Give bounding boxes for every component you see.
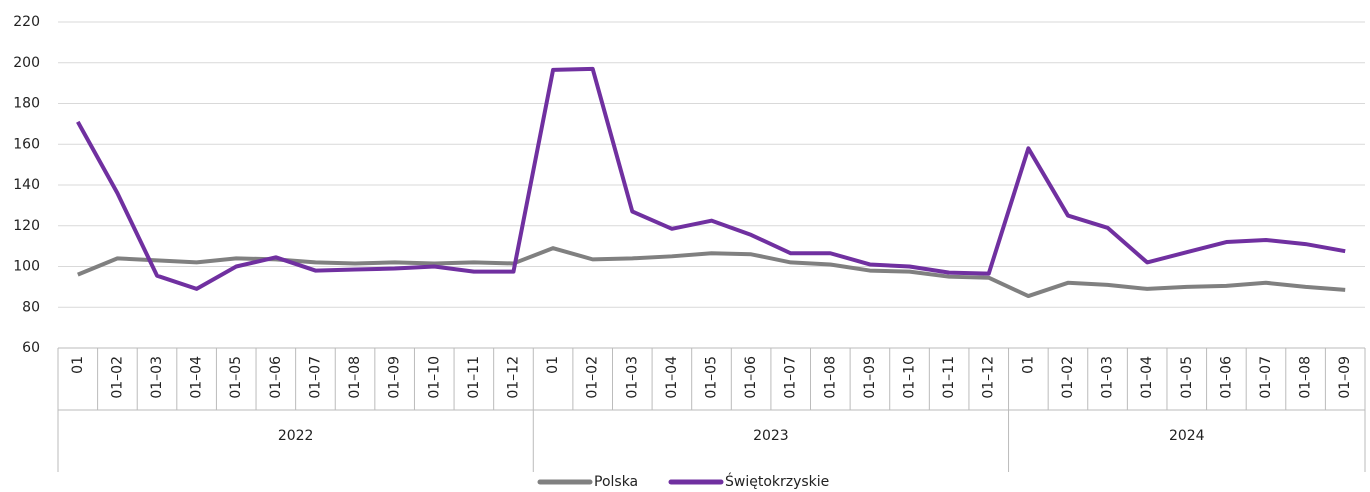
y-tick-label: 140 <box>13 177 40 193</box>
x-tick-label: 01–06 <box>268 356 284 399</box>
x-tick-label: 01–10 <box>426 356 442 399</box>
y-tick-label: 180 <box>13 96 40 112</box>
x-tick-label: 01–10 <box>902 356 918 399</box>
legend-label: Świętokrzyskie <box>725 472 829 490</box>
x-tick-label: 01–05 <box>1179 356 1195 399</box>
y-tick-label: 100 <box>13 259 40 275</box>
x-tick-label: 01–03 <box>624 356 640 399</box>
x-tick-label: 01–02 <box>1060 356 1076 399</box>
x-tick-label: 01–07 <box>1258 356 1274 399</box>
x-tick-label: 01–02 <box>585 356 601 399</box>
y-tick-label: 160 <box>13 136 40 152</box>
group-label: 2022 <box>278 428 314 444</box>
x-tick-label: 01–06 <box>743 356 759 399</box>
x-tick-label: 01–08 <box>347 356 363 399</box>
x-tick-label: 01–04 <box>1139 356 1155 399</box>
x-tick-label: 01 <box>1020 356 1036 374</box>
series-line <box>76 66 1346 291</box>
x-tick-label: 01–05 <box>704 356 720 399</box>
x-tick-label: 01 <box>545 356 561 374</box>
x-tick-label: 01–08 <box>1298 356 1314 399</box>
x-tick-label: 01–03 <box>149 356 165 399</box>
x-tick-label: 01–12 <box>505 356 521 399</box>
y-tick-label: 200 <box>13 55 40 71</box>
x-tick-label: 01–05 <box>228 356 244 399</box>
x-tick-label: 01–09 <box>387 356 403 399</box>
series-line <box>77 246 1346 299</box>
group-label: 2023 <box>753 428 789 444</box>
x-tick-label: 01 <box>70 356 86 374</box>
x-tick-label: 01–07 <box>307 356 323 399</box>
x-tick-label: 01–08 <box>822 356 838 399</box>
x-tick-label: 01–11 <box>466 356 482 399</box>
x-tick-label: 01–02 <box>109 356 125 399</box>
x-tick-label: 01–09 <box>1337 356 1353 399</box>
x-tick-label: 01–04 <box>664 356 680 399</box>
x-tick-label: 01–07 <box>783 356 799 399</box>
x-tick-label: 01–04 <box>189 356 205 399</box>
y-tick-label: 80 <box>22 299 40 315</box>
y-tick-label: 220 <box>13 14 40 30</box>
x-tick-label: 01–03 <box>1100 356 1116 399</box>
x-tick-label: 01–11 <box>941 356 957 399</box>
legend-label: Polska <box>594 474 638 490</box>
x-tick-label: 01–09 <box>862 356 878 399</box>
y-tick-label: 120 <box>13 218 40 234</box>
x-tick-label: 01–06 <box>1218 356 1234 399</box>
x-tick-label: 01–12 <box>981 356 997 399</box>
group-label: 2024 <box>1169 428 1205 444</box>
y-tick-label: 60 <box>22 340 40 356</box>
